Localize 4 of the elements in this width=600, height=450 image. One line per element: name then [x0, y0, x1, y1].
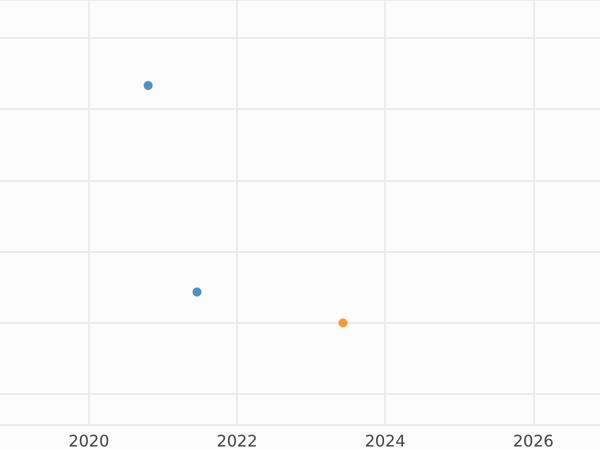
x-tick-label: 2026	[512, 432, 554, 450]
x-tick-label: 2022	[216, 432, 258, 450]
x-tick-label: 2024	[364, 432, 406, 450]
x-tick-label: 2020	[68, 432, 110, 450]
